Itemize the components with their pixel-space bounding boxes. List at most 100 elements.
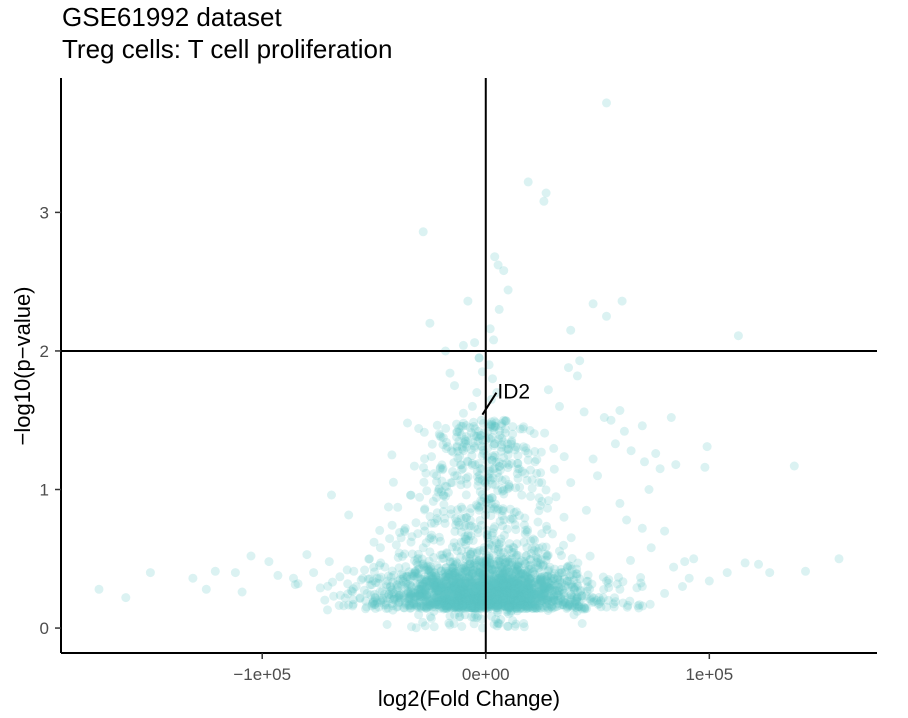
data-point bbox=[452, 591, 462, 601]
data-point bbox=[515, 424, 525, 434]
data-point bbox=[429, 553, 439, 562]
data-point bbox=[536, 574, 545, 584]
data-point bbox=[349, 566, 359, 576]
data-point bbox=[512, 561, 521, 571]
data-point bbox=[510, 589, 520, 599]
data-point bbox=[549, 593, 558, 603]
data-point bbox=[432, 582, 442, 592]
data-point bbox=[430, 581, 440, 591]
data-point bbox=[527, 544, 537, 554]
data-point bbox=[474, 353, 484, 363]
data-point bbox=[765, 568, 775, 578]
data-point bbox=[458, 599, 468, 609]
data-point bbox=[606, 415, 616, 425]
data-point bbox=[427, 573, 437, 583]
data-point bbox=[533, 517, 543, 527]
data-point bbox=[477, 600, 487, 610]
data-point bbox=[539, 588, 549, 598]
data-point bbox=[145, 568, 155, 578]
data-point bbox=[513, 596, 523, 606]
data-point bbox=[519, 596, 528, 606]
data-point bbox=[473, 591, 483, 601]
data-point bbox=[475, 582, 485, 592]
data-point bbox=[439, 553, 449, 563]
data-point bbox=[486, 504, 495, 514]
data-point bbox=[426, 518, 436, 528]
data-point bbox=[466, 428, 476, 438]
data-point bbox=[479, 543, 489, 553]
data-point bbox=[468, 595, 478, 604]
data-point bbox=[500, 587, 510, 597]
data-point bbox=[453, 602, 462, 612]
data-point bbox=[498, 555, 508, 565]
data-point bbox=[458, 589, 468, 599]
data-point bbox=[559, 452, 569, 462]
data-point bbox=[428, 577, 438, 587]
data-point bbox=[493, 504, 503, 514]
data-point bbox=[436, 583, 446, 593]
data-point bbox=[539, 583, 549, 593]
data-point bbox=[471, 500, 481, 510]
data-point bbox=[447, 563, 457, 573]
data-point bbox=[434, 588, 444, 598]
data-point bbox=[434, 582, 444, 592]
data-point bbox=[547, 603, 557, 613]
data-point bbox=[505, 574, 515, 584]
data-point bbox=[465, 598, 474, 608]
data-point bbox=[447, 478, 457, 488]
data-point bbox=[501, 560, 511, 570]
data-point bbox=[465, 559, 475, 569]
data-point bbox=[457, 465, 466, 475]
data-point bbox=[477, 464, 487, 474]
data-point bbox=[430, 577, 439, 587]
data-point bbox=[497, 592, 507, 602]
data-point bbox=[513, 594, 522, 604]
data-point bbox=[521, 446, 530, 456]
data-point bbox=[577, 604, 587, 614]
data-point bbox=[466, 582, 476, 592]
data-point bbox=[477, 520, 486, 530]
data-point bbox=[474, 592, 484, 601]
data-point bbox=[498, 601, 508, 610]
data-point bbox=[440, 572, 450, 582]
data-point bbox=[477, 557, 487, 567]
data-point bbox=[580, 603, 590, 613]
data-point bbox=[440, 584, 450, 594]
data-point bbox=[493, 582, 503, 592]
data-point bbox=[502, 578, 512, 588]
data-point bbox=[645, 599, 655, 609]
data-point bbox=[452, 427, 462, 437]
data-point bbox=[334, 601, 344, 610]
data-point bbox=[422, 486, 432, 496]
data-point bbox=[589, 597, 599, 607]
data-point bbox=[455, 603, 464, 613]
data-point bbox=[586, 596, 596, 606]
data-point bbox=[490, 422, 500, 432]
data-point bbox=[489, 335, 499, 345]
data-point bbox=[462, 479, 472, 489]
data-point bbox=[420, 621, 430, 631]
data-point bbox=[366, 590, 376, 600]
data-point bbox=[496, 582, 505, 592]
data-point bbox=[543, 503, 552, 513]
data-point bbox=[534, 578, 544, 588]
data-point bbox=[550, 564, 560, 574]
data-point bbox=[511, 619, 521, 629]
data-point bbox=[486, 599, 495, 609]
data-point bbox=[530, 535, 540, 545]
data-point bbox=[489, 452, 499, 462]
data-point bbox=[445, 573, 455, 583]
data-point bbox=[210, 566, 220, 576]
data-point bbox=[465, 594, 474, 603]
data-point bbox=[438, 507, 448, 516]
data-point bbox=[511, 552, 521, 562]
data-point bbox=[458, 592, 468, 602]
data-point bbox=[573, 592, 583, 602]
data-point bbox=[510, 597, 520, 607]
data-point bbox=[702, 442, 712, 452]
data-point bbox=[485, 593, 495, 603]
data-point bbox=[461, 534, 470, 544]
data-point bbox=[491, 597, 501, 607]
data-point bbox=[415, 492, 425, 502]
data-point bbox=[546, 593, 556, 603]
